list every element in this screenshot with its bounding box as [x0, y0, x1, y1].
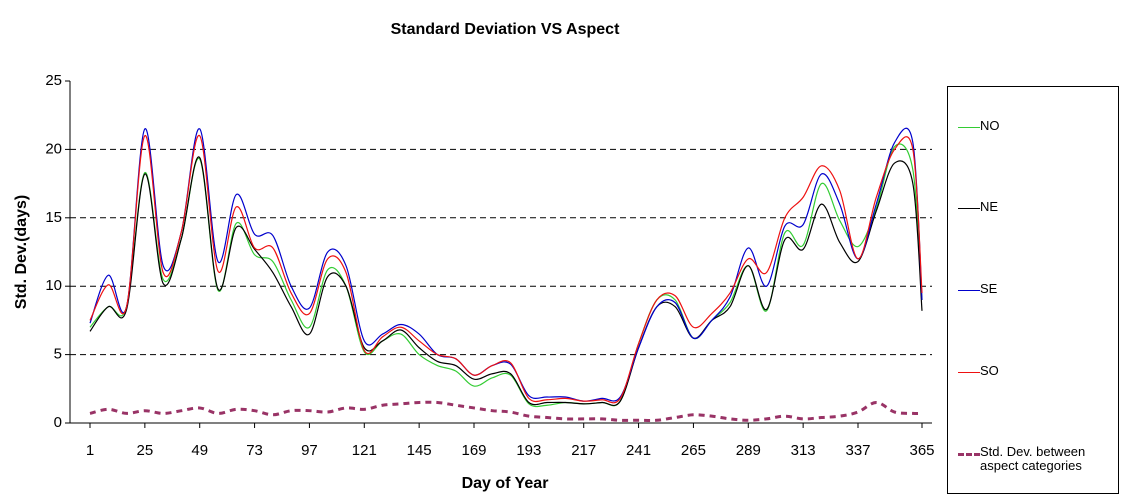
legend-swatch	[958, 208, 980, 210]
y-tick-label: 10	[45, 277, 62, 294]
x-tick-label: 145	[407, 442, 432, 459]
x-tick-label: 121	[352, 442, 377, 459]
x-tick-label: 97	[301, 442, 318, 459]
x-tick-label: 265	[681, 442, 706, 459]
legend-label: SO	[980, 362, 999, 378]
x-axis-label: Day of Year	[462, 475, 549, 492]
y-tick-label: 0	[54, 414, 62, 431]
series-line	[89, 156, 923, 407]
x-tick-label: 25	[137, 442, 154, 459]
legend-swatch	[958, 453, 980, 457]
x-tick-label: 49	[191, 442, 208, 459]
legend-item: Std. Dev. between aspect categories	[958, 445, 1120, 473]
x-tick-label: 241	[626, 442, 651, 459]
x-tick-label: 365	[909, 442, 934, 459]
legend-item: NE	[958, 200, 1120, 214]
chart-title: Standard Deviation VS Aspect	[391, 21, 620, 38]
series-line	[89, 400, 923, 422]
series-line	[89, 135, 923, 404]
legend-item: SE	[958, 282, 1120, 296]
legend-item: NO	[958, 117, 1120, 133]
x-tick-label: 73	[246, 442, 263, 459]
x-tick-label: 1	[86, 442, 94, 459]
y-tick-label: 25	[45, 72, 62, 89]
x-tick-label: 193	[516, 442, 541, 459]
x-tick-label: 169	[461, 442, 486, 459]
legend-label: NE	[980, 199, 999, 215]
legend-swatch	[958, 371, 980, 373]
x-tick-label: 337	[845, 442, 870, 459]
legend-swatch	[958, 126, 980, 128]
y-tick-label: 20	[45, 140, 62, 157]
legend-label: Std. Dev. between aspect categories	[980, 444, 1086, 474]
x-tick-label: 313	[791, 442, 816, 459]
x-tick-label: 289	[736, 442, 761, 459]
legend-swatch	[958, 290, 980, 291]
legend-label: SE	[980, 281, 998, 296]
x-tick-label: 217	[571, 442, 596, 459]
y-tick-label: 15	[45, 209, 62, 226]
y-tick-label: 5	[54, 346, 62, 363]
y-axis-label: Std. Dev.(days)	[13, 195, 30, 309]
legend-label: NO	[980, 117, 1000, 133]
legend-item: SO	[958, 362, 1120, 378]
legend: NO NE SE SO Std. Dev. between aspect categor…	[947, 86, 1119, 494]
